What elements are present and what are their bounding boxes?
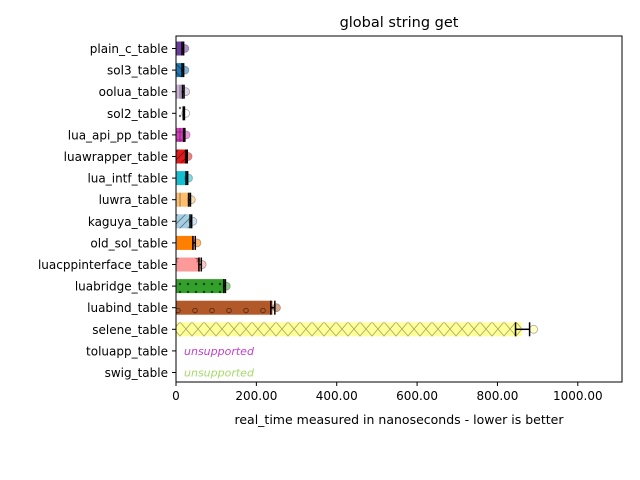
bar-group-lua-api-pp-table	[176, 127, 191, 142]
bars-layer: unsupported unsupported	[176, 41, 539, 380]
bar-pattern-luabridge-table	[176, 279, 225, 294]
bar-group-lua-intf-table	[176, 171, 193, 186]
category-label-luabridge-table: luabridge_table	[75, 280, 168, 294]
bar-group-kaguya-table	[176, 214, 198, 229]
x-axis: 0 200.00 400.00 600.00 800.00 1000.00	[172, 382, 603, 403]
bar-pattern-oolua-table	[176, 84, 184, 99]
category-labels: plain_c_table sol3_table oolua_table sol2_t…	[38, 42, 176, 380]
bar-pattern-sol3-table	[176, 63, 183, 78]
category-label-toluapp-table: toluapp_table	[86, 344, 168, 358]
bar-plain-c-table	[176, 41, 183, 56]
x-tick-label-4: 800.00	[476, 389, 518, 403]
bar-pattern-sol2-table	[176, 106, 185, 121]
bar-pattern-luwra-table	[176, 192, 190, 207]
x-tick-label-0: 0	[172, 389, 180, 403]
outlier-marker-plain-c-table	[180, 44, 190, 53]
bar-group-oolua-table	[176, 84, 191, 99]
bar-group-luabridge-table	[176, 279, 231, 294]
category-label-sol2-table: sol2_table	[107, 107, 168, 121]
plot-frame	[175, 35, 623, 383]
bar-pattern-luabind-table	[176, 300, 273, 315]
bar-pattern-luawrapper-table	[176, 149, 187, 164]
outlier-marker-luacppinterface-table	[197, 260, 207, 269]
bar-old-sol-table	[176, 235, 195, 250]
bar-group-old-sol-table	[176, 235, 202, 250]
outlier-marker-kaguya-table	[188, 216, 198, 226]
x-tick-label-1: 200.00	[235, 389, 277, 403]
bar-group-sol3-table	[176, 63, 190, 78]
bar-pattern-kaguya-table	[176, 214, 191, 229]
outlier-marker-selene-table	[529, 324, 539, 334]
category-label-old-sol-table: old_sol_table	[90, 236, 168, 250]
x-tick-label-5: 1000.00	[553, 389, 603, 403]
category-label-luwra-table: luwra_table	[99, 193, 168, 207]
category-label-luawrapper-table: luawrapper_table	[64, 150, 168, 164]
bar-pattern-lua-api-pp-table	[176, 127, 185, 142]
category-label-kaguya-table: kaguya_table	[88, 215, 168, 229]
category-label-swig-table: swig_table	[105, 366, 168, 380]
x-axis-label: real_time measured in nanoseconds - lowe…	[234, 412, 564, 427]
category-label-plain-c-table: plain_c_table	[90, 42, 168, 56]
bar-group-selene-table	[176, 322, 539, 337]
bar-group-plain-c-table	[176, 41, 190, 56]
x-tick-label-3: 600.00	[396, 389, 438, 403]
outlier-marker-sol3-table	[180, 65, 190, 75]
category-label-luabind-table: luabind_table	[87, 301, 168, 315]
category-label-oolua-table: oolua_table	[99, 85, 168, 99]
unsupported-note-swig-table: unsupported	[184, 367, 255, 380]
bar-lua-intf-table	[176, 171, 187, 186]
bar-group-luawrapper-table	[176, 149, 193, 164]
bar-group-luabind-table	[176, 300, 281, 315]
unsupported-note-toluapp-table: unsupported	[184, 345, 255, 358]
bar-group-luacppinterface-table	[176, 257, 207, 272]
chart-title: global string get	[340, 15, 459, 31]
bar-group-sol2-table	[176, 106, 191, 121]
bar-pattern-luacppinterface-table	[176, 257, 201, 272]
bar-group-luwra-table	[176, 192, 196, 207]
x-tick-label-2: 400.00	[316, 389, 358, 403]
category-label-sol3-table: sol3_table	[107, 64, 168, 78]
category-label-luacppinterface-table: luacppinterface_table	[38, 258, 168, 272]
category-label-selene-table: selene_table	[92, 323, 168, 337]
category-label-lua-api-pp-table: lua_api_pp_table	[68, 128, 168, 142]
bar-pattern-selene-table	[176, 322, 522, 337]
category-label-lua-intf-table: lua_intf_table	[87, 172, 168, 186]
